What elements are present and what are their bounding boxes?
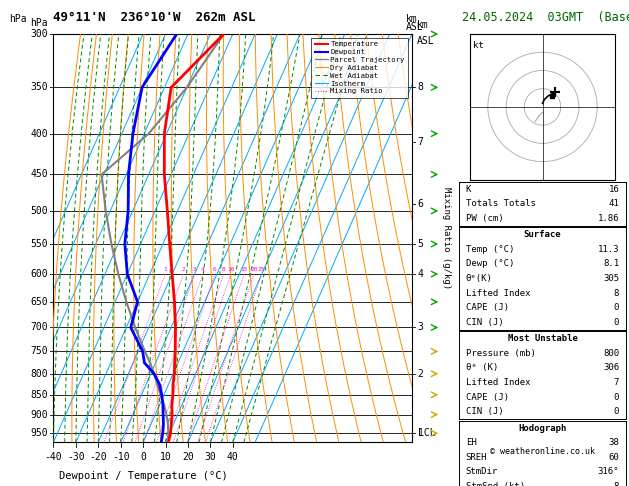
Text: 4: 4 xyxy=(418,269,423,279)
Text: Dewpoint / Temperature (°C): Dewpoint / Temperature (°C) xyxy=(58,471,228,481)
Text: 350: 350 xyxy=(30,83,48,92)
Text: 0: 0 xyxy=(614,407,619,416)
Text: 316°: 316° xyxy=(598,468,619,476)
Text: km: km xyxy=(416,20,428,30)
Text: hPa: hPa xyxy=(30,18,48,28)
Text: ASL: ASL xyxy=(406,21,423,32)
Text: CAPE (J): CAPE (J) xyxy=(466,393,509,401)
Text: 6: 6 xyxy=(213,267,217,272)
Legend: Temperature, Dewpoint, Parcel Trajectory, Dry Adiabat, Wet Adiabat, Isotherm, Mi: Temperature, Dewpoint, Parcel Trajectory… xyxy=(311,37,408,98)
Text: 0: 0 xyxy=(614,318,619,327)
Text: 7: 7 xyxy=(418,137,423,147)
Text: 2: 2 xyxy=(418,369,423,379)
Text: Surface: Surface xyxy=(524,230,561,239)
Text: 700: 700 xyxy=(30,323,48,332)
Text: 1: 1 xyxy=(164,267,167,272)
Text: Lifted Index: Lifted Index xyxy=(466,289,530,297)
Text: 650: 650 xyxy=(30,297,48,307)
Text: 850: 850 xyxy=(30,390,48,400)
Text: © weatheronline.co.uk: © weatheronline.co.uk xyxy=(490,447,595,456)
Text: 500: 500 xyxy=(30,206,48,216)
Text: Totals Totals: Totals Totals xyxy=(466,199,536,208)
Text: 306: 306 xyxy=(603,364,619,372)
Text: -30: -30 xyxy=(67,452,85,463)
Text: 10: 10 xyxy=(227,267,235,272)
Text: 8: 8 xyxy=(614,289,619,297)
Text: 20: 20 xyxy=(182,452,194,463)
Text: StmSpd (kt): StmSpd (kt) xyxy=(466,482,525,486)
Text: 16: 16 xyxy=(608,185,619,193)
Text: 0: 0 xyxy=(140,452,146,463)
Text: 11.3: 11.3 xyxy=(598,245,619,254)
Text: Lifted Index: Lifted Index xyxy=(466,378,530,387)
Text: 3: 3 xyxy=(418,323,423,332)
Text: 1: 1 xyxy=(418,428,423,438)
Text: EH: EH xyxy=(466,438,477,447)
Text: 8: 8 xyxy=(614,482,619,486)
Text: PW (cm): PW (cm) xyxy=(466,214,503,223)
Text: 550: 550 xyxy=(30,239,48,249)
Text: 600: 600 xyxy=(30,269,48,279)
Text: 800: 800 xyxy=(30,369,48,379)
Text: Most Unstable: Most Unstable xyxy=(508,334,577,343)
Text: 0: 0 xyxy=(614,393,619,401)
Text: hPa: hPa xyxy=(9,14,27,24)
Text: 3: 3 xyxy=(192,267,196,272)
Text: K: K xyxy=(466,185,471,193)
Text: 300: 300 xyxy=(30,29,48,39)
Text: 305: 305 xyxy=(603,274,619,283)
Text: CIN (J): CIN (J) xyxy=(466,407,503,416)
Text: Dewp (°C): Dewp (°C) xyxy=(466,260,515,268)
Text: 1.86: 1.86 xyxy=(598,214,619,223)
Text: 15: 15 xyxy=(240,267,248,272)
Text: LCL: LCL xyxy=(418,428,435,438)
Text: 25: 25 xyxy=(258,267,265,272)
Text: SREH: SREH xyxy=(466,453,487,462)
Text: 950: 950 xyxy=(30,428,48,438)
Text: ASL: ASL xyxy=(416,36,434,46)
Text: 8.1: 8.1 xyxy=(603,260,619,268)
Text: 10: 10 xyxy=(160,452,171,463)
Text: km: km xyxy=(406,14,418,24)
Text: Mixing Ratio (g/kg): Mixing Ratio (g/kg) xyxy=(442,187,451,289)
Text: θᵉ (K): θᵉ (K) xyxy=(466,364,498,372)
Text: -20: -20 xyxy=(89,452,107,463)
Text: θᵉ(K): θᵉ(K) xyxy=(466,274,493,283)
Text: 2: 2 xyxy=(182,267,186,272)
Text: 400: 400 xyxy=(30,129,48,139)
Text: 60: 60 xyxy=(608,453,619,462)
Text: 6: 6 xyxy=(418,199,423,209)
Text: 20: 20 xyxy=(250,267,257,272)
Text: 41: 41 xyxy=(608,199,619,208)
Text: 4: 4 xyxy=(201,267,205,272)
Text: CAPE (J): CAPE (J) xyxy=(466,303,509,312)
Text: Hodograph: Hodograph xyxy=(518,424,567,433)
Text: 8: 8 xyxy=(418,83,423,92)
Text: 24.05.2024  03GMT  (Base: 00): 24.05.2024 03GMT (Base: 00) xyxy=(462,11,629,24)
Text: 5: 5 xyxy=(418,239,423,249)
Text: 49°11'N  236°10'W  262m ASL: 49°11'N 236°10'W 262m ASL xyxy=(53,11,256,24)
Text: 30: 30 xyxy=(204,452,216,463)
Text: 7: 7 xyxy=(614,378,619,387)
Text: Pressure (mb): Pressure (mb) xyxy=(466,349,536,358)
Text: 38: 38 xyxy=(608,438,619,447)
Text: 750: 750 xyxy=(30,347,48,356)
Text: 40: 40 xyxy=(227,452,238,463)
Text: CIN (J): CIN (J) xyxy=(466,318,503,327)
Text: kt: kt xyxy=(473,41,484,51)
Text: StmDir: StmDir xyxy=(466,468,498,476)
Text: Temp (°C): Temp (°C) xyxy=(466,245,515,254)
Text: 800: 800 xyxy=(603,349,619,358)
Text: 0: 0 xyxy=(614,303,619,312)
Text: -10: -10 xyxy=(112,452,130,463)
Text: 450: 450 xyxy=(30,170,48,179)
Text: 8: 8 xyxy=(222,267,226,272)
Text: 900: 900 xyxy=(30,410,48,419)
Text: -40: -40 xyxy=(45,452,62,463)
